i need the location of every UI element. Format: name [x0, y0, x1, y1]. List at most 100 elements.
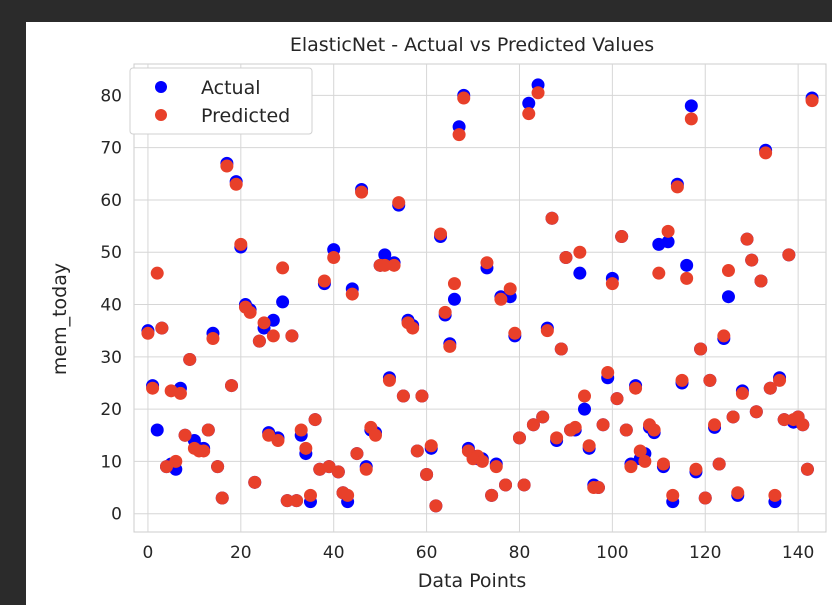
predicted-point: [522, 107, 536, 121]
predicted-point: [220, 159, 234, 173]
y-tick-label: 10: [100, 452, 122, 472]
predicted-point: [508, 326, 522, 340]
predicted-point: [276, 261, 290, 275]
predicted-point: [573, 245, 587, 259]
y-tick-label: 40: [100, 296, 122, 316]
predicted-point: [656, 457, 670, 471]
predicted-point: [299, 441, 313, 455]
predicted-point: [554, 342, 568, 356]
predicted-point: [141, 326, 155, 340]
predicted-point: [805, 94, 819, 108]
predicted-point: [708, 418, 722, 432]
predicted-point: [457, 91, 471, 105]
predicted-point: [619, 423, 633, 437]
predicted-point: [601, 366, 615, 380]
predicted-point: [438, 305, 452, 319]
predicted-point: [638, 454, 652, 468]
x-tick-label: 60: [416, 543, 438, 563]
predicted-point: [777, 413, 791, 427]
predicted-point: [666, 488, 680, 502]
legend-box: [129, 67, 313, 135]
predicted-point: [155, 321, 169, 335]
predicted-point: [670, 180, 684, 194]
predicted-point: [392, 196, 406, 210]
scatter-chart: 0 20 40 60 80 100 120 140 0 10 20 30 40 50 60 70 80 Ela…: [49, 34, 827, 592]
predicted-point: [415, 389, 429, 403]
predicted-point: [243, 305, 257, 319]
x-axis-label: Data Points: [418, 570, 526, 592]
predicted-point: [369, 428, 383, 442]
actual-point: [680, 258, 694, 272]
predicted-point: [633, 444, 647, 458]
predicted-point: [485, 488, 499, 502]
predicted-point: [183, 352, 197, 366]
y-tick-label: 70: [100, 139, 122, 159]
predicted-point: [721, 264, 735, 278]
actual-point: [684, 99, 698, 113]
predicted-point: [526, 418, 540, 432]
predicted-point: [675, 373, 689, 387]
actual-point: [721, 290, 735, 304]
x-tick-label: 40: [323, 543, 345, 563]
predicted-point: [745, 253, 759, 267]
predicted-point: [735, 386, 749, 400]
predicted-point: [303, 488, 317, 502]
y-tick-label: 50: [100, 243, 122, 263]
predicted-point: [396, 389, 410, 403]
x-tick-label: 100: [596, 543, 628, 563]
predicted-point: [536, 410, 550, 424]
predicted-point: [689, 462, 703, 476]
predicted-point: [173, 386, 187, 400]
predicted-point: [308, 413, 322, 427]
y-tick-labels: 0 10 20 30 40 50 60 70 80: [100, 86, 122, 524]
predicted-point: [387, 258, 401, 272]
predicted-point: [568, 420, 582, 434]
predicted-point: [545, 211, 559, 225]
predicted-point: [698, 491, 712, 505]
predicted-point: [712, 457, 726, 471]
predicted-point: [800, 462, 814, 476]
predicted-point: [382, 373, 396, 387]
x-tick-label: 20: [230, 543, 252, 563]
predicted-point: [406, 321, 420, 335]
predicted-point: [717, 329, 731, 343]
predicted-point: [378, 258, 392, 272]
predicted-point: [494, 292, 508, 306]
predicted-point: [615, 230, 629, 244]
legend: Actual Predicted: [129, 67, 313, 135]
predicted-point: [531, 86, 545, 100]
predicted-point: [773, 373, 787, 387]
predicted-point: [201, 423, 215, 437]
actual-point: [577, 402, 591, 416]
actual-point: [661, 235, 675, 249]
predicted-point: [796, 418, 810, 432]
y-tick-label: 60: [100, 191, 122, 211]
predicted-point: [197, 444, 211, 458]
predicted-point: [248, 475, 262, 489]
predicted-point: [443, 339, 457, 353]
predicted-point: [540, 324, 554, 338]
predicted-point: [434, 227, 448, 241]
legend-marker-actual: [155, 81, 167, 93]
predicted-point: [285, 329, 299, 343]
predicted-point: [512, 431, 526, 445]
predicted-point: [211, 460, 225, 474]
predicted-point: [215, 491, 229, 505]
actual-point: [150, 423, 164, 437]
predicted-point: [726, 410, 740, 424]
predicted-point: [596, 418, 610, 432]
predicted-point: [206, 332, 220, 346]
predicted-point: [577, 389, 591, 403]
x-tick-labels: 0 20 40 60 80 100 120 140: [143, 543, 815, 563]
predicted-point: [345, 287, 359, 301]
predicted-point: [652, 266, 666, 280]
predicted-point: [234, 237, 248, 251]
predicted-point: [680, 271, 694, 285]
predicted-point: [169, 454, 183, 468]
legend-marker-predicted: [155, 109, 167, 121]
predicted-point: [290, 494, 304, 508]
predicted-point: [424, 439, 438, 453]
actual-point: [378, 248, 392, 262]
predicted-point: [550, 431, 564, 445]
predicted-point: [327, 250, 341, 264]
